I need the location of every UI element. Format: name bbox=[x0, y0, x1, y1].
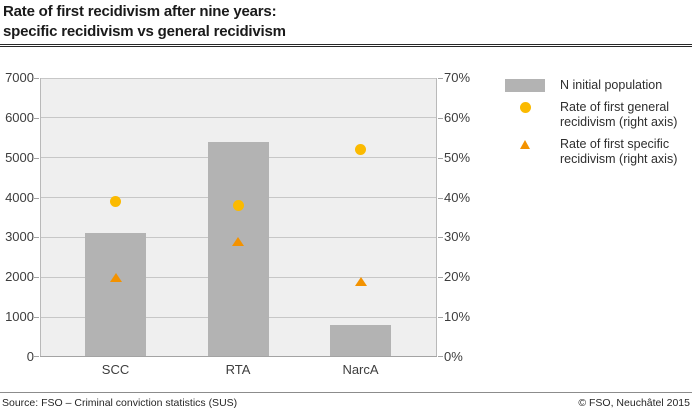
x-axis: SCC RTA NarcA bbox=[40, 362, 437, 380]
y-axis-tick-left bbox=[34, 157, 39, 159]
x-axis-label-NarcA: NarcA bbox=[342, 362, 379, 377]
plot-area bbox=[34, 78, 443, 357]
chart-title-line2: specific recidivism vs general recidivis… bbox=[3, 23, 286, 40]
legend-item: Rate of first general recidivism (right … bbox=[505, 100, 691, 130]
y-axis-label-right: 10% bbox=[444, 309, 471, 325]
y-axis-label-left: 4000 bbox=[5, 189, 34, 205]
y-axis-label-right: 20% bbox=[444, 269, 471, 285]
y-axis-label-right: 70% bbox=[444, 70, 471, 85]
footer-divider bbox=[0, 392, 692, 393]
legend-item: Rate of first specific recidivism (right… bbox=[505, 137, 691, 167]
y-axis-label-right: 50% bbox=[444, 149, 471, 165]
legend-marker-cell bbox=[505, 137, 545, 149]
y-axis-tick-right bbox=[438, 277, 443, 279]
gridline-top bbox=[40, 78, 437, 79]
y-axis-tick-left bbox=[34, 317, 39, 319]
y-axis-tick-right bbox=[438, 197, 443, 199]
copyright-note: © FSO, Neuchâtel 2015 bbox=[578, 397, 690, 409]
specific-recidivism-marker-RTA bbox=[232, 237, 244, 247]
bar-SCC bbox=[85, 233, 146, 357]
circle-marker-icon bbox=[519, 102, 531, 113]
y-axis-tick-right bbox=[438, 356, 443, 357]
y-axis-label-left: 7000 bbox=[5, 70, 34, 85]
gridline bbox=[40, 117, 437, 119]
legend-item-label: N initial population bbox=[560, 78, 663, 92]
y-axis-label-right: 60% bbox=[444, 109, 471, 125]
triangle-marker-icon bbox=[520, 140, 530, 149]
legend-item: N initial population bbox=[505, 78, 691, 93]
bar-swatch-icon bbox=[505, 79, 545, 92]
y-axis-tick-left bbox=[34, 237, 39, 239]
y-axis-tick-right bbox=[438, 317, 443, 319]
y-axis-tick-left bbox=[34, 78, 39, 79]
x-axis-label-SCC: SCC bbox=[101, 362, 130, 377]
y-axis-label-right: 40% bbox=[444, 189, 471, 205]
y-axis-label-left: 0 bbox=[26, 349, 34, 364]
y-axis-label-left: 5000 bbox=[5, 149, 34, 165]
y-axis-label-left: 3000 bbox=[5, 229, 34, 245]
y-axis-tick-left bbox=[34, 277, 39, 279]
general-recidivism-marker-RTA bbox=[232, 200, 244, 212]
bar-NarcA bbox=[330, 325, 391, 357]
y-axis-tick-right bbox=[438, 237, 443, 239]
legend-marker-cell bbox=[505, 78, 545, 92]
source-note: Source: FSO – Criminal conviction statis… bbox=[2, 397, 238, 409]
y-axis-label-left: 2000 bbox=[5, 269, 34, 285]
chart-title: Rate of first recidivism after nine year… bbox=[3, 2, 286, 42]
y-axis-tick-left bbox=[34, 356, 39, 357]
plot-border-left bbox=[40, 78, 41, 357]
general-recidivism-marker-SCC bbox=[110, 196, 121, 208]
general-recidivism-marker-NarcA bbox=[355, 144, 366, 156]
specific-recidivism-marker-NarcA bbox=[354, 277, 367, 287]
specific-recidivism-marker-SCC bbox=[109, 273, 122, 283]
y-axis-left: 7000 6000 5000 4000 3000 2000 1000 0 bbox=[0, 70, 34, 364]
bar-RTA bbox=[207, 141, 269, 357]
footer: Source: FSO – Criminal conviction statis… bbox=[2, 397, 690, 409]
title-divider bbox=[0, 44, 692, 47]
y-axis-tick-right bbox=[438, 117, 443, 119]
y-axis-label-left: 1000 bbox=[5, 309, 34, 325]
y-axis-tick-right bbox=[438, 157, 443, 159]
x-axis-label-RTA: RTA bbox=[225, 362, 251, 377]
chart-title-line1: Rate of first recidivism after nine year… bbox=[3, 3, 277, 20]
y-axis-tick-left bbox=[34, 117, 39, 119]
legend-item-label: Rate of first specific recidivism (right… bbox=[560, 137, 678, 166]
y-axis-tick-left bbox=[34, 197, 39, 199]
y-axis-label-right: 0% bbox=[444, 349, 463, 364]
legend: N initial population Rate of first genera… bbox=[505, 78, 691, 174]
y-axis-label-right: 30% bbox=[444, 229, 471, 245]
plot-border-right bbox=[436, 78, 437, 357]
x-axis-line bbox=[40, 356, 437, 357]
y-axis-label-left: 6000 bbox=[5, 109, 34, 125]
legend-marker-cell bbox=[505, 100, 545, 113]
y-axis-right: 70% 60% 50% 40% 30% 20% 10% 0% bbox=[444, 70, 488, 364]
legend-item-label: Rate of first general recidivism (right … bbox=[560, 100, 678, 129]
y-axis-tick-right bbox=[438, 78, 443, 79]
